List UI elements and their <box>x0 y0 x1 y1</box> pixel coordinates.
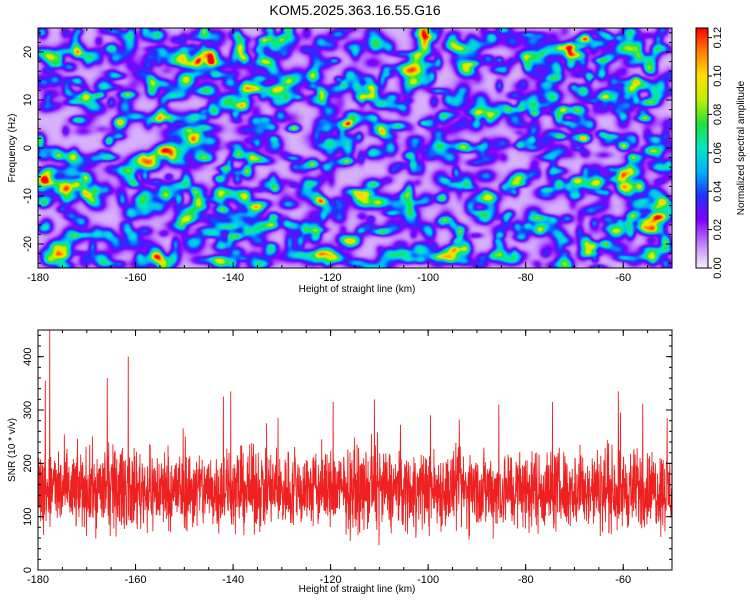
colorbar-axis: 0.00 0.02 0.04 0.06 0.08 0.10 0.12 <box>708 27 724 279</box>
colorbar: 0.00 0.02 0.04 0.06 0.08 0.10 0.12 Normalized … <box>695 27 747 279</box>
heatmap-x-tick-label: -120 <box>320 272 342 284</box>
heatmap-y-axis-title: Frequency (Hz) <box>7 114 18 183</box>
colorbar-tick-label: 0.08 <box>712 104 724 125</box>
snr-y-tick-label: 200 <box>22 454 34 472</box>
snr-x-tick-label: -100 <box>417 574 439 586</box>
colorbar-frame <box>695 27 709 269</box>
heatmap-y-tick-label: 20 <box>22 46 34 58</box>
heatmap-image <box>38 28 672 268</box>
colorbar-tick-label: 0.06 <box>712 142 724 163</box>
snr-x-tick-label: -60 <box>615 574 631 586</box>
colorbar-tick-label: 0.10 <box>712 65 724 86</box>
heatmap-x-tick-label: -80 <box>518 272 534 284</box>
figure-title: KOM5.2025.363.16.55.G16 <box>269 2 440 18</box>
heatmap-y-tick-label: -10 <box>22 188 34 204</box>
snr-y-axis: 0 100 200 300 400 <box>22 334 672 573</box>
snr-x-tick-label: -160 <box>125 574 147 586</box>
snr-x-tick-label: -180 <box>27 574 49 586</box>
colorbar-tick-label: 0.12 <box>712 27 724 48</box>
snr-x-axis: -180 -160 -140 -120 -100 -80 -60 <box>27 330 673 586</box>
snr-x-axis-title: Height of straight line (km) <box>299 584 416 595</box>
heatmap-x-axis: -180 -160 -140 -120 -100 -80 -60 <box>27 28 673 284</box>
snr-y-tick-label: 100 <box>22 507 34 525</box>
snr-y-axis-title: SNR (10 * v/v) <box>7 418 18 482</box>
snr-x-tick-label: -80 <box>518 574 534 586</box>
colorbar-label: Normalized spectral amplitude <box>736 80 747 215</box>
colorbar-tick-label: 0.04 <box>712 180 724 201</box>
heatmap-x-axis-title: Height of straight line (km) <box>299 284 416 295</box>
snr-y-tick-label: 0 <box>22 567 34 573</box>
snr-y-tick-label: 300 <box>22 401 34 419</box>
snr-y-tick-label: 400 <box>22 347 34 365</box>
heatmap-y-tick-label: -20 <box>22 236 34 252</box>
snr-series-line <box>38 330 672 546</box>
heatmap-y-tick-label: 10 <box>22 94 34 106</box>
heatmap-x-tick-label: -140 <box>222 272 244 284</box>
colorbar-tick-label: 0.00 <box>712 257 724 278</box>
heatmap-x-tick-label: -100 <box>417 272 439 284</box>
heatmap-x-tick-label: -180 <box>27 272 49 284</box>
colorbar-tick-label: 0.02 <box>712 219 724 240</box>
heatmap-y-tick-label: 0 <box>22 145 34 151</box>
heatmap-y-axis: -20 -10 0 10 20 <box>22 32 672 264</box>
heatmap-canvas-wrapper <box>38 28 672 268</box>
snr-panel: -180 -160 -140 -120 -100 -80 -60 0 100 200 300 400… <box>7 329 673 595</box>
snr-x-tick-label: -120 <box>320 574 342 586</box>
heatmap-x-tick-label: -160 <box>125 272 147 284</box>
heatmap-x-tick-label: -60 <box>615 272 631 284</box>
colorbar-fill <box>696 28 708 268</box>
snr-x-tick-label: -140 <box>222 574 244 586</box>
